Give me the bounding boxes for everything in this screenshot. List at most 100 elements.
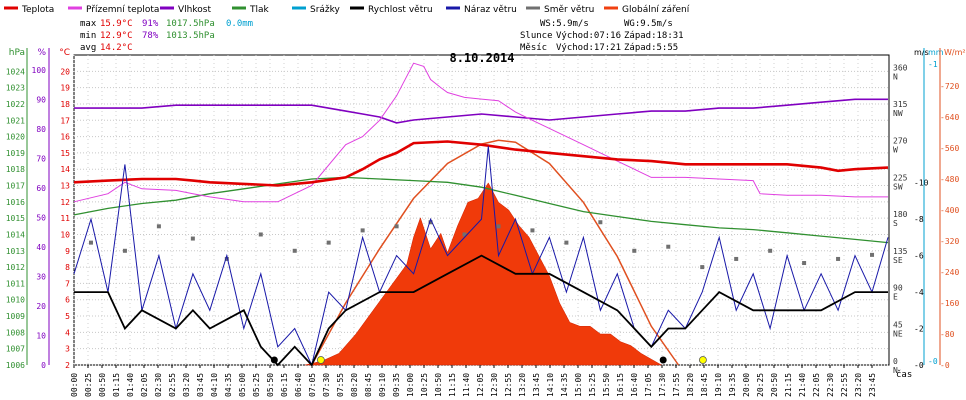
deg-axis-tick: 10	[60, 230, 70, 239]
dir-axis-tick: 270	[893, 137, 908, 146]
x-tick-label: 18:45	[700, 373, 709, 397]
hpa-axis-tick: 1013	[6, 247, 25, 256]
series-dir-point	[326, 240, 331, 245]
hpa-axis-tick: 1020	[6, 133, 25, 142]
pct-axis-tick: 100	[32, 66, 47, 75]
series-dir-point	[734, 256, 739, 261]
legend-label-gust: Náraz větru	[464, 5, 517, 15]
pct-axis-tick: 80	[36, 125, 46, 134]
event-moon-rise-marker	[659, 356, 667, 364]
x-tick-label: 05:50	[266, 373, 275, 397]
stat-max-press: 1017.5hPa	[166, 19, 215, 29]
stat-moon-set: Západ:5:55	[624, 43, 678, 53]
deg-axis-tick: 17	[60, 116, 70, 125]
x-tick-label: 17:05	[644, 373, 653, 397]
series-press	[73, 176, 889, 244]
stat-sun-label: Slunce	[520, 31, 553, 41]
deg-axis-tick: 20	[60, 67, 70, 76]
wm2-axis-tick: -560	[940, 144, 959, 153]
hpa-axis-tick: 1009	[6, 312, 25, 321]
hpa-axis-tick: 1021	[6, 116, 25, 125]
x-tick-label: 08:20	[350, 373, 359, 397]
legend: Teplota Přízemní teplota Vlhkost Tlak Srážky…	[4, 5, 690, 15]
ms-axis-tick: -8	[914, 215, 924, 224]
x-tick-label: 02:30	[154, 373, 163, 397]
ms-axis-tick: -10	[914, 179, 929, 188]
dir-axis-tick: 360	[893, 63, 908, 72]
x-tick-label: 22:30	[826, 373, 835, 397]
legend-label-hum: Vlhkost	[178, 5, 211, 15]
x-tick-label: 02:05	[140, 373, 149, 397]
x-tick-label: 14:35	[560, 373, 569, 397]
dir-axis-compass: NE	[893, 329, 903, 338]
dir-axis-compass: N	[893, 72, 898, 81]
series-dir-point	[496, 224, 501, 229]
x-tick-label: 11:40	[462, 373, 471, 397]
hpa-axis-tick: 1018	[6, 165, 25, 174]
deg-axis-tick: 5	[65, 312, 70, 321]
x-tick-label: 04:35	[224, 373, 233, 397]
grid	[73, 55, 889, 366]
series-dir-point	[394, 224, 399, 229]
series-solar-theoretical	[311, 139, 680, 366]
wm2-axis-tick: -720	[940, 82, 959, 91]
dir-axis-compass: SE	[893, 256, 903, 265]
hpa-axis-tick: 1014	[6, 230, 25, 239]
stat-avg-label: avg	[80, 43, 96, 53]
series-dir-point	[870, 252, 875, 257]
stat-max-temp: 15.9°C	[100, 19, 133, 29]
legend-label-feels: Přízemní teplota	[86, 5, 159, 15]
x-tick-label: 09:35	[392, 373, 401, 397]
series-dir-point	[700, 265, 705, 270]
x-tick-label: 13:45	[532, 373, 541, 397]
legend-label-wind: Rychlost větru	[368, 5, 433, 15]
x-tick-label: 12:05	[476, 373, 485, 397]
hpa-axis-tick: 1012	[6, 263, 25, 272]
hpa-axis-tick: 1016	[6, 198, 25, 207]
x-tick-label: 06:40	[294, 373, 303, 397]
dir-axis-tick: 135	[893, 247, 908, 256]
x-tick-label: 12:30	[490, 373, 499, 397]
x-tick-label: 21:15	[784, 373, 793, 397]
deg-axis-tick: 19	[60, 84, 70, 93]
pct-axis-unit: %	[37, 48, 46, 58]
hpa-axis-tick: 1023	[6, 84, 25, 93]
dir-axis-tick: 180	[893, 210, 908, 219]
event-moon-set-marker	[270, 356, 278, 364]
x-tick-label: 03:45	[196, 373, 205, 397]
stat-min-label: min	[80, 31, 96, 41]
legend-label-press: Tlak	[249, 5, 270, 15]
wm2-axis-tick: -160	[940, 299, 959, 308]
series-dir-point	[292, 248, 297, 253]
hpa-axis-tick: 1015	[6, 214, 25, 223]
x-tick-label: 18:20	[686, 373, 695, 397]
wm2-axis-tick: -0	[940, 361, 950, 370]
hpa-axis-tick: 1024	[6, 67, 25, 76]
hpa-axis-tick: 1007	[6, 345, 25, 354]
x-tick-label: 15:25	[588, 373, 597, 397]
pct-axis-tick: 30	[36, 272, 46, 281]
series-dir-point	[666, 244, 671, 249]
x-tick-label: 13:20	[518, 373, 527, 397]
deg-axis-tick: 15	[60, 149, 70, 158]
x-tick-label: 00:25	[84, 373, 93, 397]
series-dir-point	[88, 240, 93, 245]
stats-panel: max 15.9°C 91% 1017.5hPa 0.0mm min 12.9°…	[80, 19, 684, 53]
stat-max-hum: 91%	[142, 19, 159, 29]
dir-axis-compass: E	[893, 293, 898, 302]
x-tick-label: 01:15	[112, 373, 121, 397]
plot-area	[73, 62, 889, 367]
stat-max-label: max	[80, 19, 97, 29]
x-tick-label: 21:40	[798, 373, 807, 397]
x-tick-label: 03:20	[182, 373, 191, 397]
series-dir-point	[360, 228, 365, 233]
stat-min-hum: 78%	[142, 31, 159, 41]
series-dir-point	[190, 236, 195, 241]
series-hum	[74, 98, 888, 124]
pct-axis-tick: 90	[36, 95, 46, 104]
deg-axis-tick: 7	[65, 279, 70, 288]
x-axis: 00:00 00:25 00:50 01:15 01:40 02:05 02:30 02:55…	[70, 365, 877, 397]
series-dir-point	[258, 232, 263, 237]
stat-moon-label: Měsíc	[520, 43, 547, 53]
